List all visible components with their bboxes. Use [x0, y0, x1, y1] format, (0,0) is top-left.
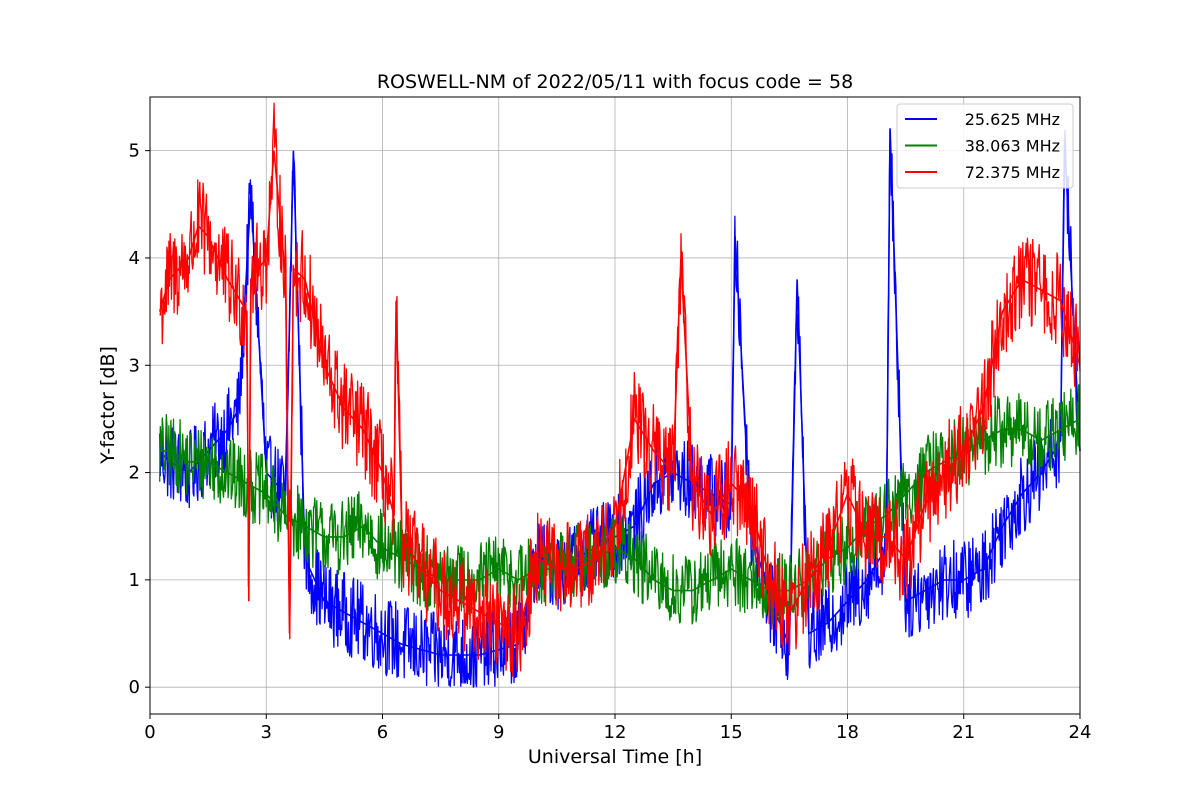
- grid: [149, 97, 1081, 714]
- x-axis-label: Universal Time [h]: [528, 746, 702, 768]
- legend: 25.625 MHz 38.063 MHz 72.375 MHz: [896, 103, 1074, 189]
- series-lines: [158, 102, 1081, 688]
- y-tick-label: 3: [129, 355, 140, 376]
- y-axis-label: Y-factor [dB]: [97, 346, 119, 465]
- series-peaks-1: [159, 418, 1081, 592]
- x-tick-label: 21: [952, 722, 975, 743]
- x-tick-label: 12: [604, 722, 627, 743]
- x-tick-label: 9: [493, 722, 504, 743]
- x-tick-label: 15: [720, 722, 743, 743]
- legend-label: 38.063 MHz: [965, 137, 1060, 156]
- y-tick-label: 5: [129, 141, 140, 162]
- y-tick-label: 1: [129, 570, 140, 591]
- legend-label: 72.375 MHz: [965, 163, 1060, 182]
- series-line-1: [159, 384, 1081, 625]
- x-ticks: 0 3 6 9 12 15 18 21 24: [144, 714, 1091, 743]
- y-tick-label: 2: [129, 463, 140, 484]
- x-tick-label: 24: [1069, 722, 1092, 743]
- series-line-2: [159, 102, 1081, 677]
- series-peaks-0: [159, 129, 1081, 656]
- chart-title: ROSWELL-NM of 2022/05/11 with focus code…: [377, 71, 853, 93]
- x-tick-label: 18: [836, 722, 859, 743]
- x-tick-label: 0: [144, 722, 155, 743]
- x-tick-label: 6: [377, 722, 388, 743]
- y-tick-label: 4: [129, 248, 140, 269]
- x-tick-label: 3: [261, 722, 272, 743]
- y-tick-label: 0: [129, 677, 140, 698]
- plot-frame: [149, 96, 1081, 715]
- series-line-0: [159, 127, 1081, 688]
- series-peaks-2: [158, 150, 1081, 635]
- y-ticks: 0 1 2 3 4 5: [129, 141, 150, 698]
- legend-box: [896, 103, 1074, 189]
- legend-label: 25.625 MHz: [965, 110, 1060, 129]
